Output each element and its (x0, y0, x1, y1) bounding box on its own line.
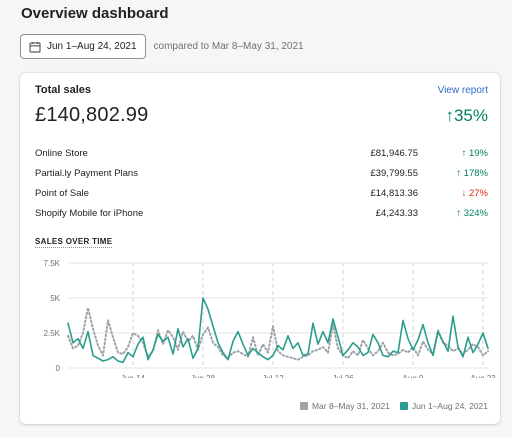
breakdown-value: £4,243.33 (375, 207, 418, 219)
x-tick-label: Aug 9 (403, 374, 424, 378)
x-tick-label: Aug 23 (470, 374, 496, 378)
legend-item-current[interactable]: Jun 1–Aug 24, 2021 (399, 401, 488, 411)
chart-legend: Mar 8–May 31, 2021 Jun 1–Aug 24, 2021 (299, 401, 488, 411)
legend-swatch-current (399, 402, 408, 410)
breakdown-row: Point of Sale £14,813.36 ↓ 27% (35, 183, 488, 203)
y-tick-label: 7.5K (44, 259, 61, 268)
x-tick-label: Jun 14 (121, 374, 146, 378)
total-sales-value: £140,802.99 (35, 104, 149, 126)
breakdown-label: Point of Sale (35, 187, 89, 199)
y-tick-label: 0 (56, 364, 61, 373)
breakdown-label: Online Store (35, 147, 88, 159)
date-range-label: Jun 1–Aug 24, 2021 (47, 41, 137, 52)
breakdown-change: ↑ 324% (456, 207, 488, 219)
series-line-current (67, 297, 489, 364)
breakdown-value: £39,799.55 (370, 167, 418, 179)
total-sales-card: Total sales View report £140,802.99 ↑35%… (20, 73, 500, 424)
breakdown-change: ↓ 27% (461, 187, 488, 199)
card-title: Total sales (35, 84, 92, 96)
breakdown-change: ↑ 19% (461, 147, 488, 159)
legend-item-previous[interactable]: Mar 8–May 31, 2021 (299, 401, 390, 411)
y-tick-label: 2.5K (44, 329, 61, 338)
compare-text: compared to Mar 8–May 31, 2021 (153, 41, 304, 52)
x-tick-label: Jul 26 (332, 374, 354, 378)
breakdown-change: ↑ 178% (456, 167, 488, 179)
y-tick-label: 5K (50, 294, 60, 303)
breakdown-row: Shopify Mobile for iPhone £4,243.33 ↑ 32… (35, 203, 488, 223)
calendar-icon (29, 41, 41, 53)
breakdown-row: Partial.ly Payment Plans £39,799.55 ↑ 17… (35, 163, 488, 183)
breakdown-label: Shopify Mobile for iPhone (35, 207, 144, 219)
sales-breakdown: Online Store £81,946.75 ↑ 19% Partial.ly… (35, 143, 488, 223)
x-tick-label: Jul 12 (262, 374, 284, 378)
legend-swatch-previous (299, 402, 308, 410)
breakdown-value: £14,813.36 (370, 187, 418, 199)
breakdown-label: Partial.ly Payment Plans (35, 167, 138, 179)
date-range-row: Jun 1–Aug 24, 2021 compared to Mar 8–May… (20, 34, 304, 59)
sales-over-time-chart: 7.5K 5K 2.5K 0 Jun 14 Jun 28 Jul 12 Jul 26 Aug 9… (44, 259, 497, 378)
legend-label-current: Jun 1–Aug 24, 2021 (411, 401, 488, 411)
date-range-button[interactable]: Jun 1–Aug 24, 2021 (20, 34, 146, 59)
breakdown-row: Online Store £81,946.75 ↑ 19% (35, 143, 488, 163)
series-line-previous (67, 306, 489, 361)
total-sales-change: ↑35% (445, 106, 488, 125)
breakdown-value: £81,946.75 (370, 147, 418, 159)
sales-over-time-label: SALES OVER TIME (35, 237, 113, 248)
x-tick-label: Jun 28 (191, 374, 216, 378)
view-report-link[interactable]: View report (437, 85, 488, 96)
legend-label-previous: Mar 8–May 31, 2021 (311, 401, 390, 411)
page-title: Overview dashboard (21, 5, 169, 22)
